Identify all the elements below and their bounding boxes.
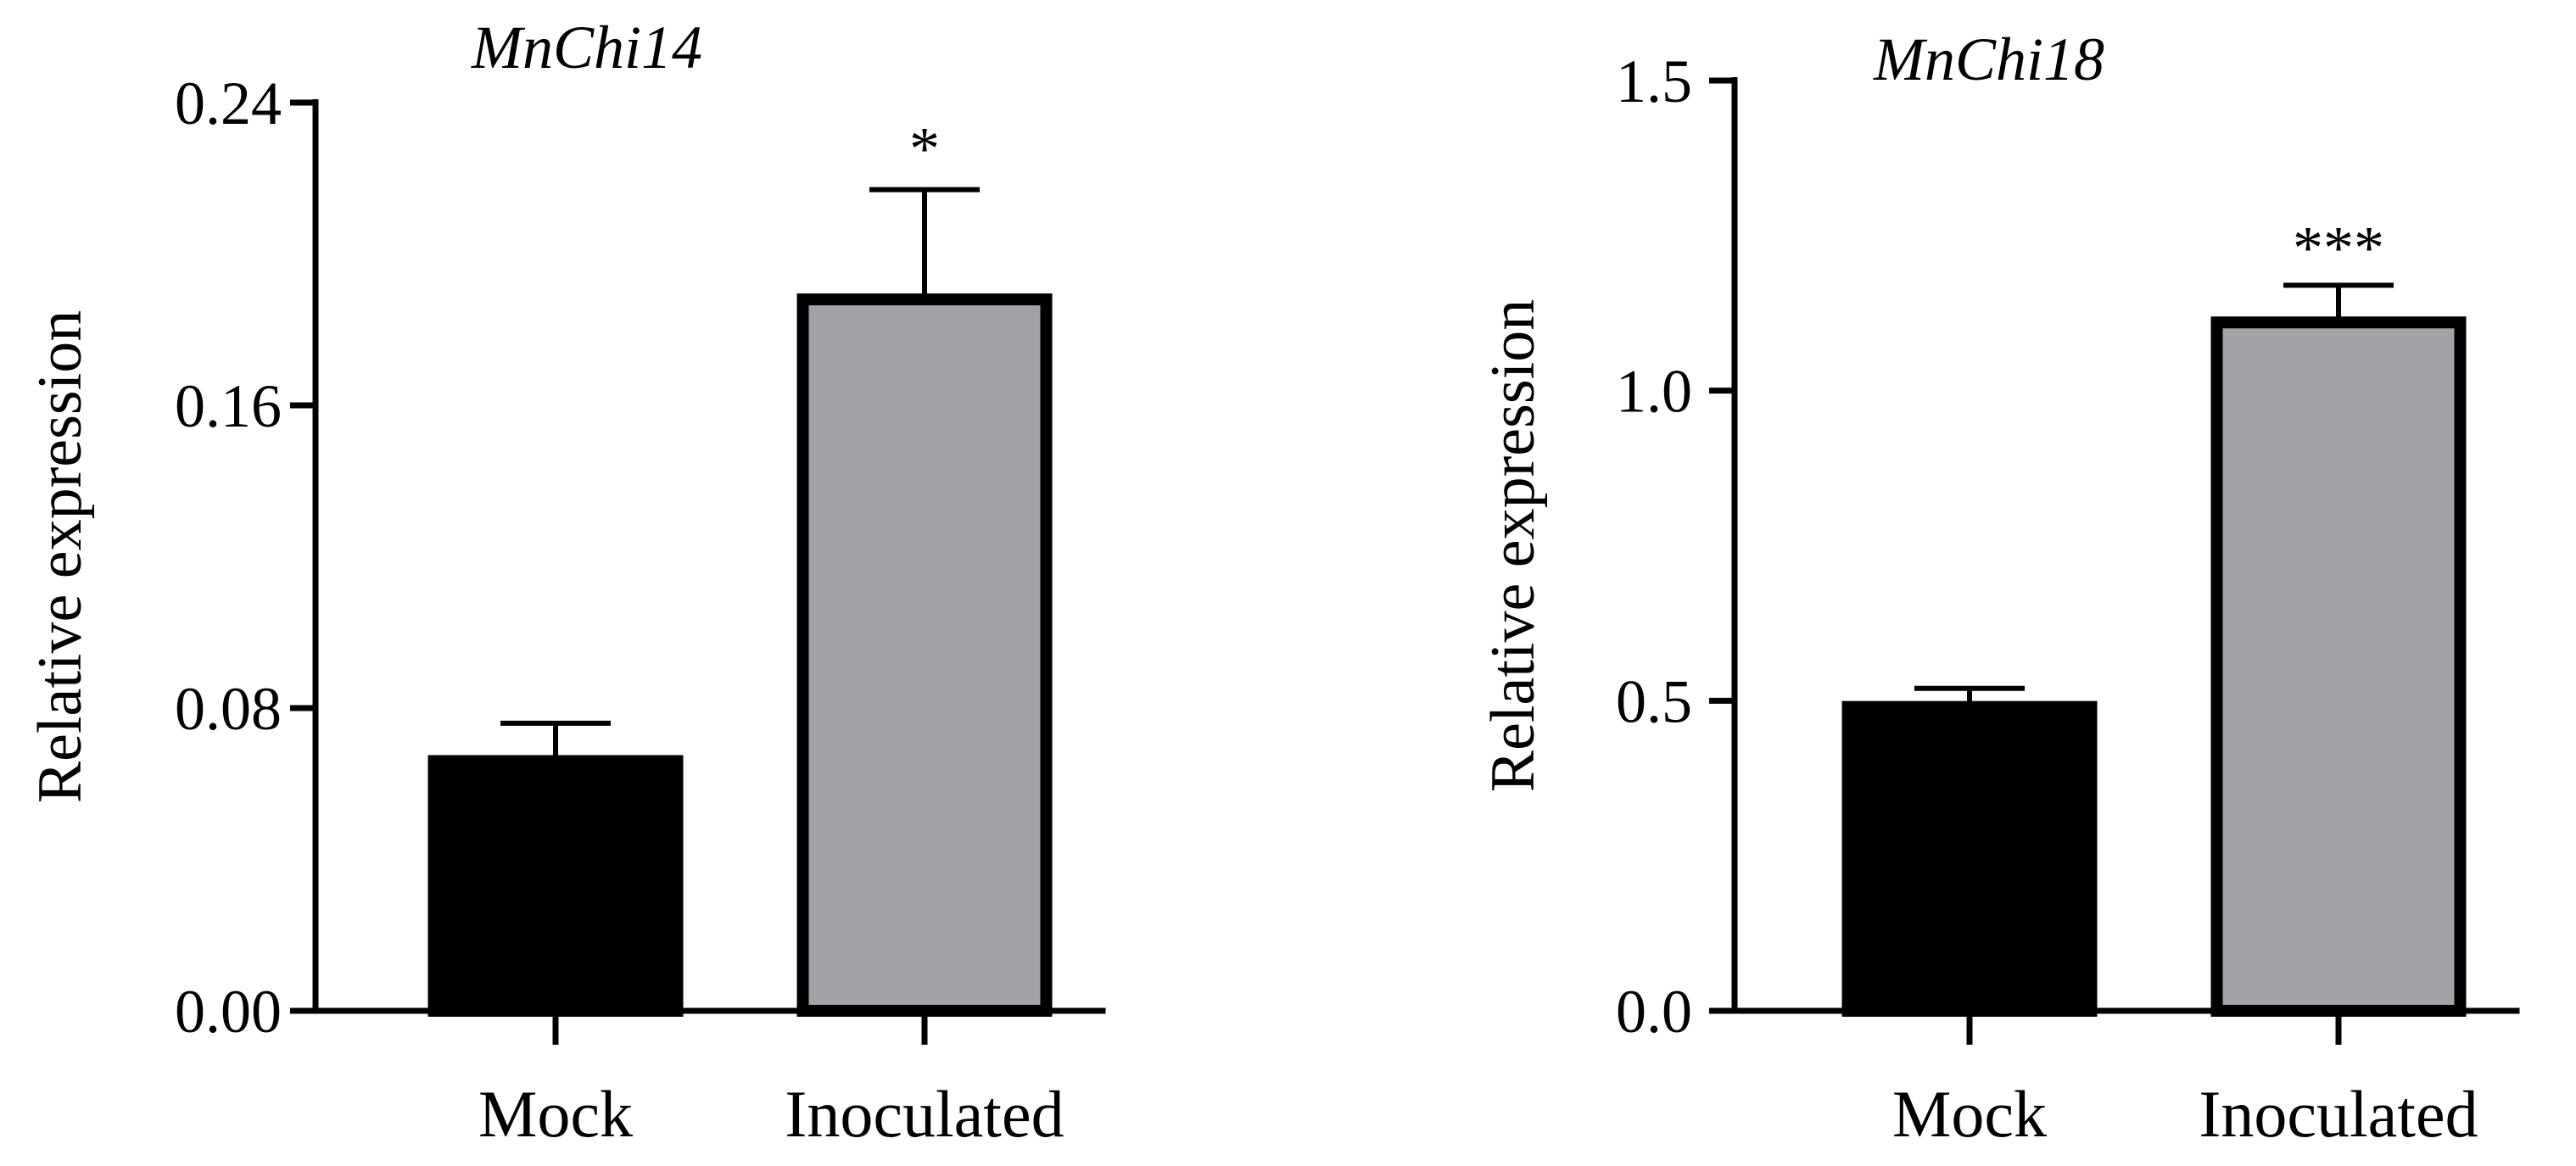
bar-mock bbox=[1841, 700, 2098, 1017]
bar-inoculated bbox=[2210, 316, 2467, 1018]
chart-mnchi18: Mock *** Inoculated 0.0 0.5 1.0 1.5 MnChi18 Rela… bbox=[1478, 25, 2520, 1151]
x-tick-label: Inoculated bbox=[785, 1077, 1064, 1151]
y-tick-label: 1.0 bbox=[1616, 358, 1692, 426]
x-tick-label: Mock bbox=[478, 1077, 633, 1151]
chart-mnchi14: Mock * Inoculated 0.00 0.08 0.16 0.24 MnChi14 Re… bbox=[25, 14, 1106, 1151]
y-axis-title: Relative expression bbox=[25, 310, 95, 804]
significance-label: *** bbox=[2293, 214, 2384, 282]
bar-inoculated bbox=[796, 293, 1053, 1017]
x-tick-label: Inoculated bbox=[2199, 1077, 2478, 1151]
y-tick-label: 1.5 bbox=[1616, 47, 1692, 115]
chart-title: MnChi18 bbox=[1873, 25, 2104, 93]
bar-mock bbox=[427, 755, 684, 1017]
y-tick-label: 0.16 bbox=[175, 372, 282, 440]
y-tick-label: 0.5 bbox=[1616, 667, 1692, 735]
chart-title: MnChi14 bbox=[471, 14, 702, 81]
y-tick-label: 0.00 bbox=[175, 978, 282, 1046]
x-tick-label: Mock bbox=[1892, 1077, 2047, 1151]
y-tick-label: 0.08 bbox=[175, 675, 282, 743]
y-axis-title: Relative expression bbox=[1478, 299, 1548, 793]
significance-label: * bbox=[909, 115, 940, 183]
y-tick-label: 0.0 bbox=[1616, 978, 1692, 1046]
y-tick-label: 0.24 bbox=[175, 70, 282, 137]
